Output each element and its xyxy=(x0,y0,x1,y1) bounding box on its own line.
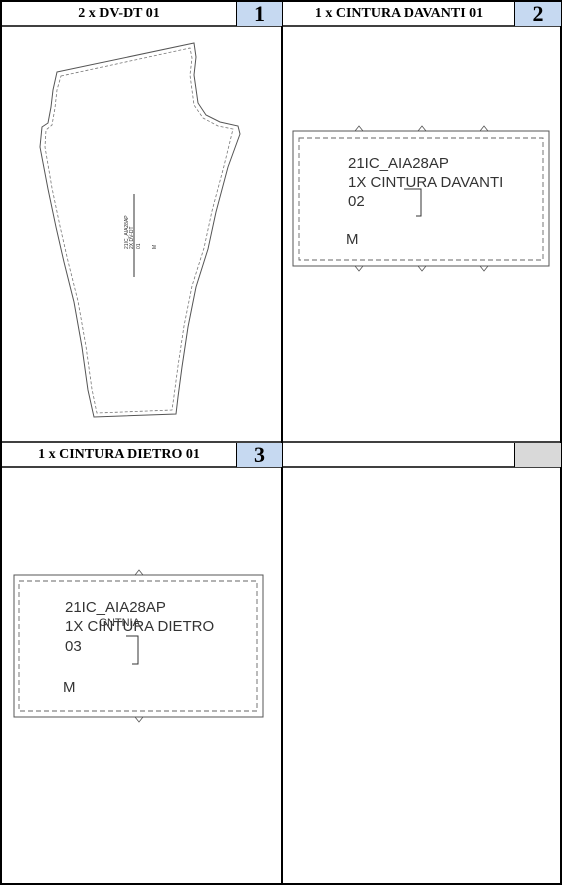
panel-3-style-text: 21IC_AIA28AP xyxy=(65,599,166,616)
panel-1-style-text: 21IC_AIA28AP xyxy=(124,215,130,249)
panel-1-pattern-piece: 21IC_AIA28AP 2X DV-DT 01 M xyxy=(39,42,241,418)
panel-1-size-text: M xyxy=(152,245,158,249)
panel-2-style-text: 21IC_AIA28AP xyxy=(348,155,449,172)
panel-3-code-text: 03 xyxy=(65,638,82,655)
panel-2-size-text: M xyxy=(346,231,359,248)
panel-2-qty-text: 1X CINTURA DAVANTI xyxy=(348,174,503,191)
panel-4-number xyxy=(514,443,561,467)
panel-4-empty-area xyxy=(284,468,560,883)
panel-3-overprint-text: CNTNIA xyxy=(99,617,141,629)
panel-1-code-text: 01 xyxy=(136,243,142,249)
panel-2-pattern-piece: 21IC_AIA28AP 1X CINTURA DAVANTI 02 M xyxy=(292,125,550,272)
panel-3-qty-text: 1X CINTURA DIETRO xyxy=(65,618,214,635)
panel-2-code-text: 02 xyxy=(348,193,365,210)
panel-4-title xyxy=(284,443,514,467)
panel-3-number: 3 xyxy=(236,443,282,467)
panel-1-qty-text: 2X DV-DT xyxy=(129,226,135,249)
panel-2-title: 1 x CINTURA DAVANTI 01 xyxy=(314,6,484,21)
panel-1-title: 2 x DV-DT 01 xyxy=(78,6,160,21)
panel-2-number: 2 xyxy=(514,2,561,26)
panel-3-pattern-piece: 21IC_AIA28AP 1X CINTURA DIETRO CNTNIA 03… xyxy=(13,569,264,723)
panel-3-size-text: M xyxy=(63,679,76,696)
panel-3-title: 1 x CINTURA DIETRO 01 xyxy=(38,447,200,462)
panel-1-number: 1 xyxy=(236,2,282,26)
